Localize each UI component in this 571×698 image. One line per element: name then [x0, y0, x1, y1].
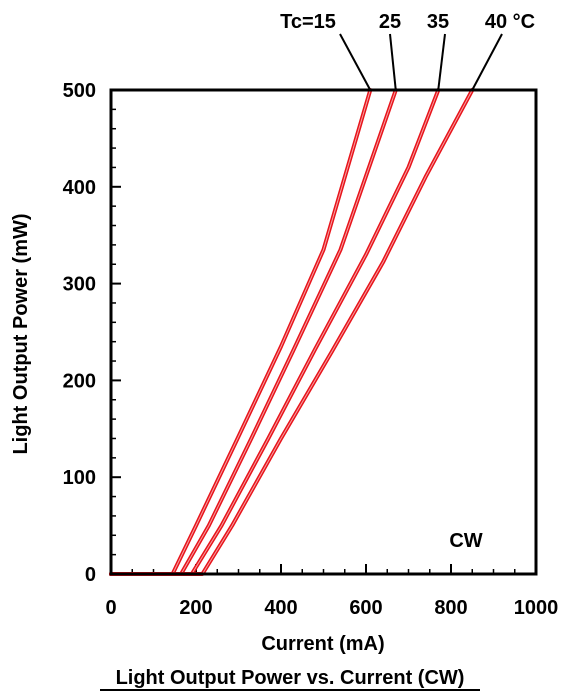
y-tick-label: 400	[63, 177, 96, 199]
y-tick-label: 200	[63, 370, 96, 392]
series-leader-line-0	[339, 33, 372, 91]
series-label-1: 25	[379, 11, 401, 33]
series-line-1	[109, 88, 398, 576]
x-tick-label: 600	[349, 597, 382, 619]
x-tick-label: 1000	[514, 597, 559, 619]
series-leader-line-3	[471, 33, 503, 91]
series-leader-line-1	[389, 33, 397, 91]
series-line-2	[109, 88, 441, 576]
x-axis-title: Current (mA)	[261, 633, 384, 655]
series-line-highlight-2	[110, 89, 439, 575]
series-label-3: 40 °C	[485, 11, 535, 33]
series-line-highlight-0	[110, 89, 371, 575]
series-label-2: 35	[427, 11, 449, 33]
x-tick-label: 800	[434, 597, 467, 619]
y-tick-label: 300	[63, 274, 96, 296]
y-tick-label: 500	[63, 80, 96, 102]
series-line-3	[109, 88, 475, 576]
series-label-0: Tc=15	[280, 11, 336, 33]
series-line-highlight-1	[110, 89, 397, 575]
series-leader-line-2	[437, 33, 446, 91]
x-tick-label: 200	[179, 597, 212, 619]
ticks-layer: 0 200 400 600 800 1000 0 100 200 300 400 500	[63, 80, 559, 619]
series-labels: Tc=15 25 35 40 °C	[280, 11, 535, 33]
cw-annotation: CW	[449, 530, 482, 552]
x-tick-label: 0	[105, 597, 116, 619]
leaders-layer	[339, 33, 503, 91]
x-tick-label: 400	[264, 597, 297, 619]
plot-frame	[109, 88, 538, 576]
y-tick-label: 100	[63, 467, 96, 489]
series-layer	[109, 88, 475, 576]
y-axis-title: Light Output Power (mW)	[10, 213, 32, 454]
series-line-0	[109, 88, 373, 576]
chart-title: Light Output Power vs. Current (CW)	[116, 667, 465, 689]
y-tick-label: 0	[85, 564, 96, 586]
series-line-highlight-3	[110, 89, 473, 575]
